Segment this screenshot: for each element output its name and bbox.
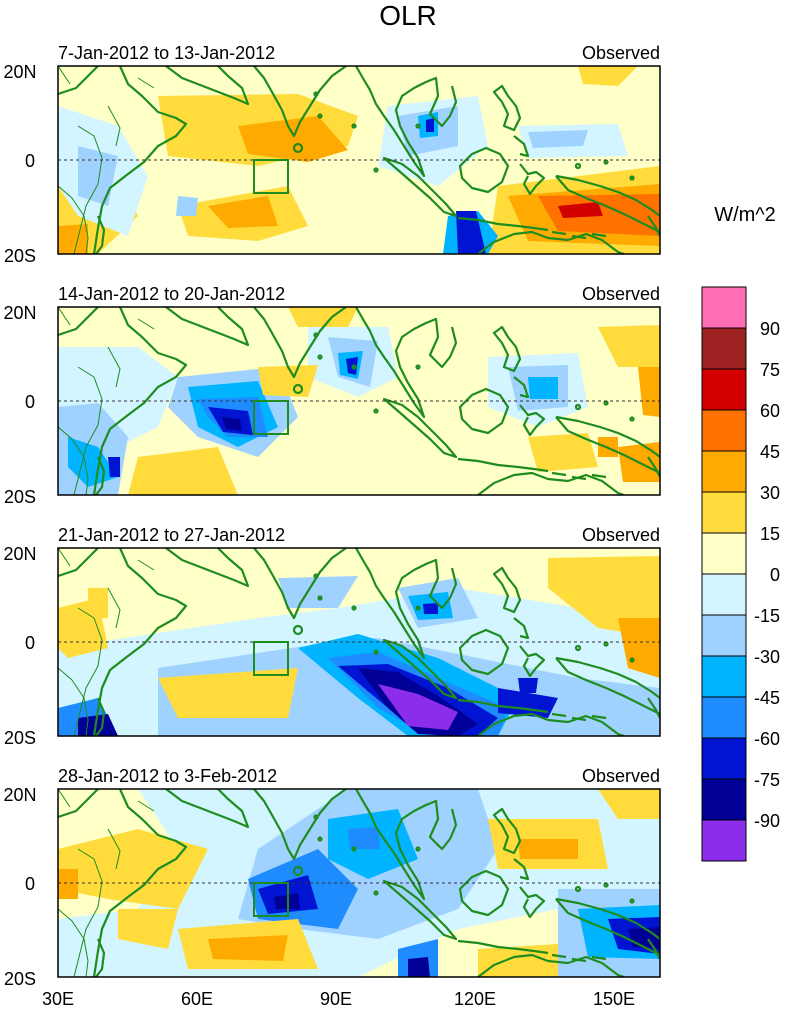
lon-label: 150E bbox=[593, 989, 635, 1009]
panel-source-label: Observed bbox=[582, 525, 660, 545]
colorbar-swatch bbox=[701, 532, 747, 575]
colorbar: 90 75 60 45 30 15 0 -15 -30 -45 -60 -75 -90 bbox=[701, 286, 780, 862]
lat-axis: 20N 0 20S bbox=[3, 785, 36, 989]
colorbar-swatch bbox=[701, 655, 747, 698]
colorbar-swatch bbox=[701, 409, 747, 452]
olr-field bbox=[58, 548, 660, 736]
colorbar-label: 15 bbox=[760, 524, 780, 544]
lat-axis: 20N 0 20S bbox=[3, 544, 36, 748]
map-panel: 21-Jan-2012 to 27-Jan-2012 Observed bbox=[3, 525, 661, 748]
colorbar-swatch bbox=[701, 778, 747, 821]
lat-label: 20S bbox=[4, 728, 36, 748]
colorbar-label: 75 bbox=[760, 360, 780, 380]
lat-label: 20N bbox=[3, 785, 36, 805]
colorbar-label: 30 bbox=[760, 483, 780, 503]
lat-label: 20N bbox=[3, 303, 36, 323]
lon-label: 60E bbox=[181, 989, 213, 1009]
lon-label: 30E bbox=[42, 989, 74, 1009]
colorbar-swatch bbox=[701, 614, 747, 657]
colorbar-swatch bbox=[701, 368, 747, 411]
lat-label: 20S bbox=[4, 487, 36, 507]
panel-source-label: Observed bbox=[582, 766, 660, 786]
map-panel: 28-Jan-2012 to 3-Feb-2012 Observed bbox=[3, 766, 661, 989]
colorbar-swatch bbox=[701, 286, 747, 329]
colorbar-swatch bbox=[701, 696, 747, 739]
colorbar-label: -30 bbox=[754, 647, 780, 667]
lat-label: 20N bbox=[3, 62, 36, 82]
colorbar-swatch bbox=[701, 327, 747, 370]
panel-date-range: 21-Jan-2012 to 27-Jan-2012 bbox=[58, 525, 285, 545]
lat-label: 0 bbox=[25, 392, 35, 412]
lon-label: 90E bbox=[320, 989, 352, 1009]
colorbar-swatch bbox=[701, 450, 747, 493]
panel-source-label: Observed bbox=[582, 43, 660, 63]
units-label: W/m^2 bbox=[714, 204, 776, 226]
lat-axis: 20N 0 20S bbox=[3, 303, 36, 507]
colorbar-label: 45 bbox=[760, 442, 780, 462]
map-panel: 14-Jan-2012 to 20-Jan-2012 Observed bbox=[3, 284, 661, 507]
lat-label: 0 bbox=[25, 151, 35, 171]
colorbar-label: -15 bbox=[754, 606, 780, 626]
olr-field bbox=[58, 66, 660, 254]
panel-source-label: Observed bbox=[582, 284, 660, 304]
lat-label: 20S bbox=[4, 969, 36, 989]
colorbar-label: -45 bbox=[754, 688, 780, 708]
lat-label: 20N bbox=[3, 544, 36, 564]
colorbar-swatch bbox=[701, 819, 747, 862]
olr-field bbox=[58, 307, 660, 495]
colorbar-label: -60 bbox=[754, 729, 780, 749]
map-panel: 7-Jan-2012 to 13-Jan-2012 Observed bbox=[3, 43, 661, 266]
colorbar-label: -75 bbox=[754, 770, 780, 790]
panel-date-range: 28-Jan-2012 to 3-Feb-2012 bbox=[58, 766, 277, 786]
lat-axis: 20N 0 20S bbox=[3, 62, 36, 266]
lon-label: 120E bbox=[454, 989, 496, 1009]
lat-label: 20S bbox=[4, 246, 36, 266]
colorbar-label: 90 bbox=[760, 319, 780, 339]
colorbar-swatch bbox=[701, 737, 747, 780]
lat-label: 0 bbox=[25, 874, 35, 894]
lon-axis: 30E 60E 90E 120E 150E bbox=[42, 989, 635, 1009]
colorbar-label: 0 bbox=[770, 565, 780, 585]
panel-date-range: 7-Jan-2012 to 13-Jan-2012 bbox=[58, 43, 275, 63]
colorbar-swatch bbox=[701, 573, 747, 616]
olr-field bbox=[58, 789, 660, 977]
figure-title: OLR bbox=[379, 0, 437, 31]
panel-date-range: 14-Jan-2012 to 20-Jan-2012 bbox=[58, 284, 285, 304]
colorbar-label: -90 bbox=[754, 811, 780, 831]
colorbar-swatch bbox=[701, 491, 747, 534]
lat-label: 0 bbox=[25, 633, 35, 653]
colorbar-label: 60 bbox=[760, 401, 780, 421]
